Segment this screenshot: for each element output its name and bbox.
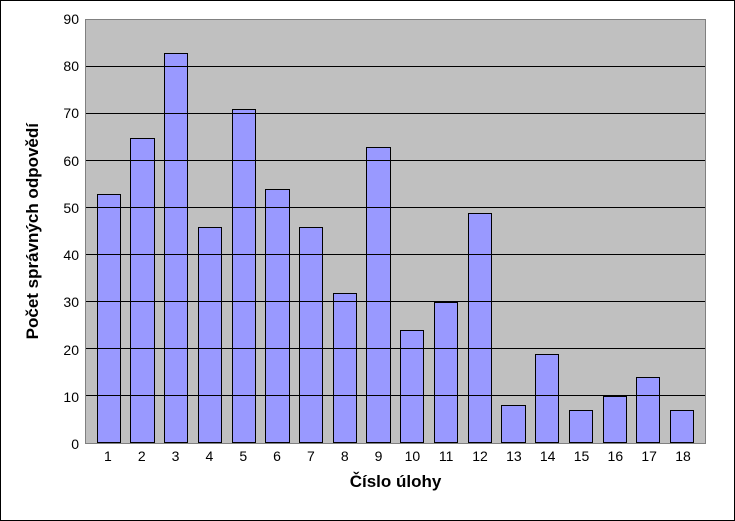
bar bbox=[636, 377, 660, 443]
bar bbox=[232, 109, 256, 443]
bar-slot bbox=[632, 20, 666, 443]
y-tick-label: 40 bbox=[63, 247, 79, 263]
bar bbox=[130, 138, 154, 444]
x-tick-label: 10 bbox=[395, 444, 429, 470]
x-tick-label: 5 bbox=[226, 444, 260, 470]
x-tick-label: 2 bbox=[125, 444, 159, 470]
bar bbox=[400, 330, 424, 443]
bar-slot bbox=[328, 20, 362, 443]
bar bbox=[333, 293, 357, 443]
bar bbox=[265, 189, 289, 443]
bars-container bbox=[86, 20, 705, 443]
y-tick-label: 80 bbox=[63, 58, 79, 74]
bar-slot bbox=[193, 20, 227, 443]
y-tick-label: 70 bbox=[63, 105, 79, 121]
bar-slot bbox=[92, 20, 126, 443]
bar-slot bbox=[159, 20, 193, 443]
bar-slot bbox=[294, 20, 328, 443]
x-tick-label: 11 bbox=[429, 444, 463, 470]
x-tick-label: 17 bbox=[632, 444, 666, 470]
bar bbox=[164, 53, 188, 443]
chart-frame: Počet správných odpovědí 0 10 20 30 40 50 60 70… bbox=[0, 0, 735, 521]
bar-slot bbox=[227, 20, 261, 443]
x-tick-label: 3 bbox=[159, 444, 193, 470]
x-tick-label: 14 bbox=[531, 444, 565, 470]
bar bbox=[603, 396, 627, 443]
bar-slot bbox=[497, 20, 531, 443]
bar-slot bbox=[564, 20, 598, 443]
x-tick-label: 7 bbox=[294, 444, 328, 470]
x-tick-label: 8 bbox=[328, 444, 362, 470]
bar-chart: Počet správných odpovědí 0 10 20 30 40 50 60 70… bbox=[19, 19, 706, 502]
bar-slot bbox=[530, 20, 564, 443]
x-tick-label: 18 bbox=[666, 444, 700, 470]
bar bbox=[198, 227, 222, 443]
bar bbox=[97, 194, 121, 443]
x-tick-label: 13 bbox=[497, 444, 531, 470]
x-axis-title: Číslo úlohy bbox=[85, 470, 706, 502]
plot-area bbox=[85, 19, 706, 444]
x-tick-label: 4 bbox=[192, 444, 226, 470]
bar bbox=[468, 213, 492, 443]
bar-slot bbox=[665, 20, 699, 443]
y-tick-label: 20 bbox=[63, 342, 79, 358]
y-axis: 0102030405060708090 bbox=[47, 19, 85, 444]
y-tick-label: 60 bbox=[63, 153, 79, 169]
x-axis: 123456789101112131415161718 bbox=[85, 444, 706, 470]
bar bbox=[535, 354, 559, 443]
bar-slot bbox=[463, 20, 497, 443]
x-tick-label: 12 bbox=[463, 444, 497, 470]
y-axis-title-wrap: Počet správných odpovědí bbox=[19, 19, 47, 444]
bar-slot bbox=[261, 20, 295, 443]
bar-slot bbox=[395, 20, 429, 443]
x-tick-label: 9 bbox=[362, 444, 396, 470]
bar bbox=[434, 302, 458, 443]
x-tick-label: 16 bbox=[598, 444, 632, 470]
bar-slot bbox=[126, 20, 160, 443]
y-tick-label: 50 bbox=[63, 200, 79, 216]
bar-slot bbox=[598, 20, 632, 443]
bar bbox=[501, 405, 525, 443]
y-tick-label: 30 bbox=[63, 294, 79, 310]
bar bbox=[670, 410, 694, 443]
y-tick-label: 10 bbox=[63, 389, 79, 405]
y-tick-label: 90 bbox=[63, 11, 79, 27]
bar-slot bbox=[429, 20, 463, 443]
x-tick-label: 1 bbox=[91, 444, 125, 470]
bar bbox=[299, 227, 323, 443]
bar bbox=[366, 147, 390, 443]
bar-slot bbox=[362, 20, 396, 443]
x-tick-label: 6 bbox=[260, 444, 294, 470]
y-tick-label: 0 bbox=[71, 436, 79, 452]
x-tick-label: 15 bbox=[565, 444, 599, 470]
y-axis-title: Počet správných odpovědí bbox=[23, 123, 43, 339]
bar bbox=[569, 410, 593, 443]
